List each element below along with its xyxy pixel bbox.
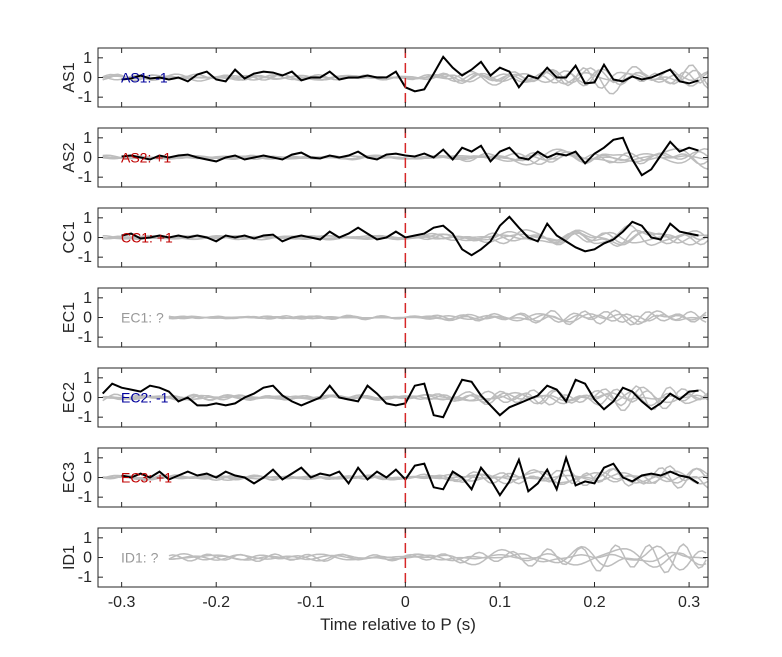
y-tick-label: -1 (78, 489, 92, 506)
station-axis-label: AS2 (61, 142, 78, 172)
y-tick-label: -1 (78, 409, 92, 426)
station-axis-label: EC2 (61, 382, 78, 413)
plot-area (102, 55, 708, 95)
y-tick-label: 0 (83, 150, 92, 167)
x-tick-label: 0.3 (678, 594, 700, 611)
x-axis-label: Time relative to P (s) (320, 615, 476, 634)
x-tick-label: -0.3 (108, 594, 136, 611)
y-tick-label: 1 (83, 530, 92, 547)
station-axis-label: AS1 (61, 62, 78, 92)
y-tick-label: 1 (83, 210, 92, 227)
station-waveform (101, 378, 699, 419)
station-waveform (121, 136, 699, 177)
y-tick-label: 1 (83, 130, 92, 147)
polarity-label: EC1: ? (121, 310, 164, 326)
gray-waveform-3 (102, 64, 708, 90)
station-waveform (121, 215, 699, 257)
plot-area (102, 215, 708, 257)
y-tick-label: -1 (78, 89, 92, 106)
x-tick-label: 0 (401, 594, 410, 611)
y-tick-label: 0 (83, 310, 92, 327)
x-tick-label: 0.1 (489, 594, 511, 611)
y-tick-label: 0 (83, 470, 92, 487)
y-tick-label: -1 (78, 329, 92, 346)
station-axis-label: EC3 (61, 462, 78, 493)
station-waveform (121, 454, 700, 498)
y-tick-label: 1 (83, 450, 92, 467)
x-tick-label: -0.1 (297, 594, 325, 611)
polarity-label: EC3: +1 (121, 470, 172, 486)
x-tick-label: 0.2 (583, 594, 605, 611)
gray-waveform-2 (168, 545, 707, 571)
y-tick-label: 0 (83, 230, 92, 247)
station-axis-label: EC1 (61, 302, 78, 333)
station-axis-label: ID1 (61, 545, 78, 570)
polarity-label: ID1: ? (121, 550, 159, 566)
y-tick-label: 0 (83, 550, 92, 567)
y-tick-label: 0 (83, 70, 92, 87)
y-tick-label: -1 (78, 169, 92, 186)
y-tick-label: -1 (78, 569, 92, 586)
y-tick-label: 1 (83, 370, 92, 387)
gray-waveform-4 (168, 547, 707, 568)
station-waveform (121, 55, 699, 93)
polarity-label: CC1: +1 (121, 230, 173, 246)
station-axis-label: CC1 (61, 221, 78, 253)
plot-area (168, 309, 707, 326)
polarity-label: EC2: -1 (121, 390, 169, 406)
gray-waveform-4 (168, 310, 707, 326)
y-tick-label: 1 (83, 50, 92, 67)
x-tick-label: -0.2 (202, 594, 230, 611)
plot-area (168, 543, 707, 574)
y-tick-label: 1 (83, 290, 92, 307)
y-tick-label: 0 (83, 390, 92, 407)
y-tick-label: -1 (78, 249, 92, 266)
polarity-label: AS2: +1 (121, 150, 171, 166)
polarity-label: AS1: -1 (121, 70, 168, 86)
x-axis: -0.3 -0.2 -0.1 0 0.1 0.2 0.3 (108, 594, 700, 611)
